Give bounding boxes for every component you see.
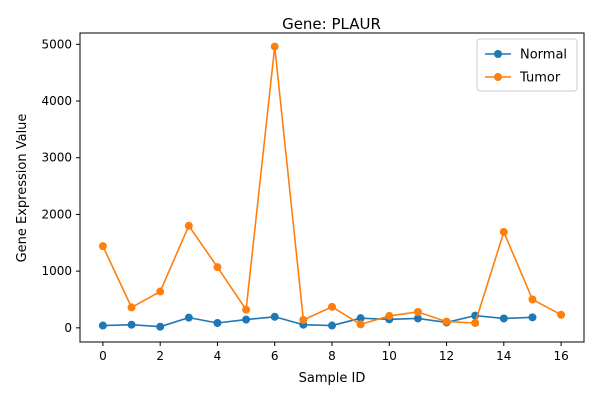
x-axis: 0 2 4 6 8 10 12 14 16 xyxy=(99,342,569,363)
x-tick-label: 12 xyxy=(439,349,454,363)
x-tick-label: 14 xyxy=(496,349,511,363)
data-point-normal xyxy=(127,320,136,329)
y-axis: 0 1000 2000 3000 4000 5000 xyxy=(41,37,80,335)
series-line-normal xyxy=(102,314,533,328)
y-tick-label: 1000 xyxy=(41,264,72,278)
legend-swatch-marker xyxy=(494,50,502,58)
data-point-tumor xyxy=(442,317,451,326)
x-tick-label: 8 xyxy=(328,349,336,363)
data-point-normal xyxy=(270,312,279,321)
legend-item-tumor: Tumor xyxy=(485,71,561,86)
x-tick-label: 16 xyxy=(553,349,568,363)
data-point-tumor xyxy=(242,305,251,314)
data-point-tumor xyxy=(499,228,508,237)
x-tick-label: 4 xyxy=(214,349,222,363)
series-normal xyxy=(98,311,537,331)
x-tick-label: 0 xyxy=(99,349,107,363)
x-tick-label: 6 xyxy=(271,349,279,363)
data-point-normal xyxy=(356,314,365,323)
data-point-tumor xyxy=(471,319,480,328)
legend-swatch-marker xyxy=(494,73,502,81)
chart-title: Gene: PLAUR xyxy=(282,15,381,33)
data-point-normal xyxy=(528,313,537,322)
y-tick-label: 0 xyxy=(64,321,72,335)
data-point-normal xyxy=(499,314,508,323)
data-point-tumor xyxy=(184,221,193,230)
data-point-tumor xyxy=(413,307,422,316)
x-axis-label: Sample ID xyxy=(299,371,366,386)
x-tick-label: 2 xyxy=(156,349,164,363)
data-point-normal xyxy=(184,313,193,322)
y-tick-label: 5000 xyxy=(41,37,72,51)
series-layer xyxy=(98,42,566,331)
data-point-normal xyxy=(98,321,107,330)
legend-label: Normal xyxy=(520,48,567,63)
data-point-tumor xyxy=(385,311,394,320)
data-point-tumor xyxy=(98,242,107,251)
data-point-normal xyxy=(413,314,422,323)
data-point-normal xyxy=(328,321,336,330)
data-point-normal xyxy=(156,322,165,331)
data-point-tumor xyxy=(156,287,165,296)
data-point-tumor xyxy=(213,263,222,272)
series-tumor xyxy=(98,42,566,329)
data-point-normal xyxy=(242,315,251,324)
data-point-tumor xyxy=(356,320,365,329)
x-tick-label: 10 xyxy=(382,349,397,363)
legend-box xyxy=(476,38,578,92)
y-tick-label: 2000 xyxy=(41,207,72,221)
data-point-tumor xyxy=(299,315,308,324)
data-point-tumor xyxy=(528,295,537,304)
y-tick-label: 3000 xyxy=(41,151,72,165)
legend-label: Tumor xyxy=(519,71,561,86)
y-tick-label: 4000 xyxy=(41,94,72,108)
data-point-tumor xyxy=(328,302,336,311)
legend-item-normal: Normal xyxy=(485,48,567,63)
data-point-tumor xyxy=(127,303,136,312)
legend: Normal Tumor xyxy=(476,38,578,92)
y-axis-label: Gene Expression Value xyxy=(15,114,30,263)
data-point-tumor xyxy=(270,42,279,51)
data-point-tumor xyxy=(557,310,566,319)
data-point-normal xyxy=(213,319,222,328)
